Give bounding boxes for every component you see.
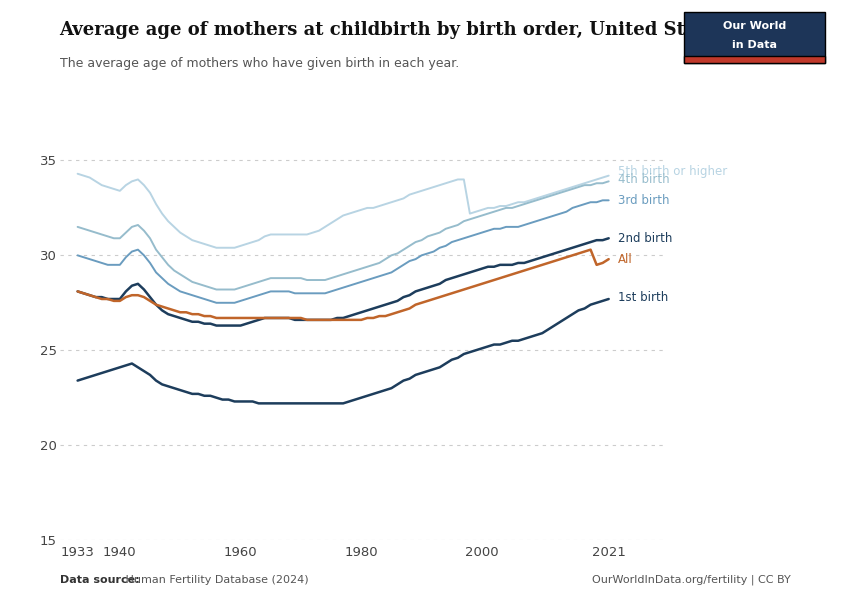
Text: 3rd birth: 3rd birth: [618, 194, 669, 207]
Text: 5th birth or higher: 5th birth or higher: [618, 166, 727, 178]
Text: OurWorldInData.org/fertility | CC BY: OurWorldInData.org/fertility | CC BY: [592, 575, 790, 585]
Text: Human Fertility Database (2024): Human Fertility Database (2024): [122, 575, 309, 585]
Text: in Data: in Data: [732, 40, 777, 50]
Text: Average age of mothers at childbirth by birth order, United States: Average age of mothers at childbirth by …: [60, 21, 727, 39]
Text: 2nd birth: 2nd birth: [618, 232, 672, 245]
Text: Data source:: Data source:: [60, 575, 139, 585]
Text: All: All: [618, 253, 632, 266]
Text: The average age of mothers who have given birth in each year.: The average age of mothers who have give…: [60, 57, 459, 70]
Text: 4th birth: 4th birth: [618, 173, 669, 186]
Text: Our World: Our World: [722, 21, 786, 31]
Text: 1st birth: 1st birth: [618, 290, 668, 304]
